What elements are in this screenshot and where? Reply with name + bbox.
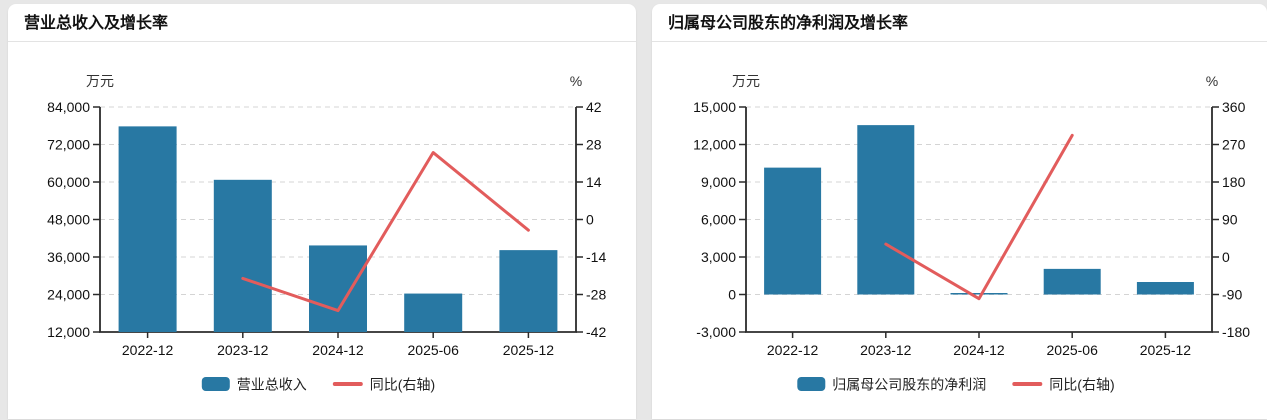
gridlines [746,106,1212,295]
legend-item-bar[interactable]: 归属母公司股东的净利润 [797,377,986,393]
legend-line-swatch [1012,382,1043,386]
bar [309,245,367,332]
legend-label: 同比(右轴) [370,377,435,393]
x-axis-category-label: 2025-12 [503,342,555,358]
left-axis-tick-label: 36,000 [47,249,90,265]
left-axis-tick-label: 9,000 [701,174,736,190]
left-axis-tick-label: 3,000 [701,249,736,265]
x-axis-category-label: 2024-12 [953,342,1005,358]
left-axis-tick-label: 15,000 [693,99,736,115]
legend-item-line[interactable]: 同比(右轴) [332,377,435,393]
left-axis-tick-label: 12,000 [693,137,736,153]
legend-item-bar[interactable]: 营业总收入 [201,377,307,393]
right-axis-tick-label: 0 [1222,249,1230,265]
legend-label: 归属母公司股东的净利润 [832,377,986,393]
axes: 15,000 12,000 9,000 6,000 3,000 0 -3,000 360 270… [693,99,1250,358]
right-axis-tick-label: -14 [586,249,606,265]
bar [1136,282,1194,295]
revenue-chart-card: 营业总收入及增长率 84,000 72,000 60,000 48,000 36,000… [8,4,636,419]
x-axis-category-label: 2025-06 [408,342,460,358]
net-profit-chart-card: 归属母公司股东的净利润及增长率 15,000 12,000 9,000 6,000 3,… [652,4,1267,419]
right-axis-tick-label: 0 [586,212,594,228]
legend-item-line[interactable]: 同比(右轴) [1012,377,1115,393]
right-axis-tick-label: 180 [1222,174,1246,190]
left-axis-tick-label: 12,000 [47,324,90,340]
growth-line [241,151,530,313]
bar [213,179,272,332]
x-axis-category-label: 2022-12 [767,342,819,358]
right-axis-tick-label: -90 [1222,287,1242,303]
bar [404,293,463,332]
left-axis-tick-label: 24,000 [47,287,90,303]
growth-line [884,133,1074,301]
bar [499,250,558,332]
right-axis-tick-label: 90 [1222,212,1238,228]
left-axis-unit: 万元 [86,73,114,89]
left-axis-tick-label: 72,000 [47,137,90,153]
left-axis-unit: 万元 [732,73,760,89]
right-axis-tick-label: 270 [1222,137,1246,153]
bar-series [118,126,558,332]
axes: 84,000 72,000 60,000 48,000 36,000 24,000 12,0… [47,99,606,358]
left-axis-tick-label: -3,000 [696,324,736,340]
x-axis-category-label: 2022-12 [122,342,174,358]
bar [764,167,822,295]
x-axis-category-label: 2025-12 [1140,342,1192,358]
left-axis-tick-label: 0 [728,287,736,303]
left-axis-tick-label: 60,000 [47,174,90,190]
bar [1043,268,1101,295]
right-axis-tick-label: 360 [1222,99,1246,115]
right-axis-tick-label: -180 [1222,324,1250,340]
legend-line-swatch [332,382,363,386]
right-axis-tick-label: -28 [586,287,606,303]
right-axis-tick-label: 42 [586,99,602,115]
bar-series [764,125,1194,295]
x-axis-category-label: 2023-12 [217,342,269,358]
x-axis-category-label: 2025-06 [1047,342,1099,358]
revenue-chart: 84,000 72,000 60,000 48,000 36,000 24,000 12,0… [47,73,606,393]
x-axis-category-label: 2024-12 [312,342,364,358]
bar [950,293,1008,295]
net-profit-chart: 15,000 12,000 9,000 6,000 3,000 0 -3,000 360 270… [693,73,1250,393]
right-axis-unit: % [1206,73,1218,89]
legend-bar-swatch [797,377,826,391]
right-axis-tick-label: 28 [586,137,602,153]
revenue-chart-title: 营业总收入及增长率 [8,4,636,42]
net-profit-chart-title: 归属母公司股东的净利润及增长率 [652,4,1267,42]
bar [118,126,177,332]
legend-label: 营业总收入 [237,377,307,393]
x-axis-category-label: 2023-12 [860,342,912,358]
right-axis-tick-label: -42 [586,324,606,340]
legend-label: 同比(右轴) [1049,377,1114,393]
right-axis-unit: % [570,73,582,89]
legend-bar-swatch [201,377,230,391]
left-axis-tick-label: 84,000 [47,99,90,115]
bar [857,125,915,295]
left-axis-tick-label: 48,000 [47,212,90,228]
left-axis-tick-label: 6,000 [701,212,736,228]
right-axis-tick-label: 14 [586,174,602,190]
